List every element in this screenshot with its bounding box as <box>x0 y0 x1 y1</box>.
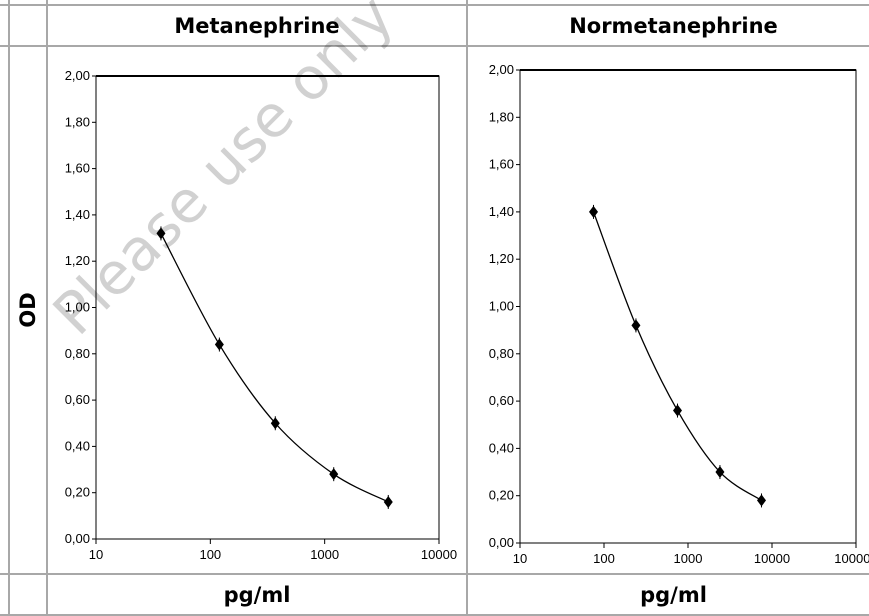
header-margin <box>0 6 8 45</box>
calibration-curve <box>160 233 389 503</box>
calibration-curve <box>592 211 762 501</box>
header-corner <box>10 6 46 45</box>
header-normetanephrine: Normetanephrine <box>468 6 869 45</box>
y-tick-label: 1,80 <box>65 114 90 129</box>
x-tick-label: 10 <box>513 551 527 566</box>
plot-area <box>95 75 440 540</box>
y-tick-label: 1,60 <box>65 161 90 176</box>
footer-margin <box>0 575 8 614</box>
data-point <box>715 466 725 479</box>
y-tick-label: 0,60 <box>489 393 514 408</box>
data-point <box>156 227 166 240</box>
y-tick-label: 0,20 <box>65 485 90 500</box>
y-axis-label-cell: OD <box>10 47 46 573</box>
top-strip-c <box>48 0 466 4</box>
y-tick-label: 0,80 <box>489 346 514 361</box>
x-tick-label: 1000 <box>310 547 339 562</box>
chart-metanephrine: 0,00 0,20 0,40 0,60 0,80 1,00 1,20 1,40 1,60 1,80… <box>65 68 457 562</box>
data-point <box>214 338 224 351</box>
y-tick-label: 1,00 <box>65 300 90 315</box>
y-tick-label: 1,20 <box>489 251 514 266</box>
top-strip-a <box>0 0 8 4</box>
x-axis-label-normetanephrine: pg/ml <box>468 575 869 614</box>
y-tick-label: 0,00 <box>65 531 90 546</box>
x-tick-label: 10000 <box>754 551 790 566</box>
footer-corner <box>10 575 46 614</box>
data-point <box>757 494 767 507</box>
x-tick-label: 10 <box>89 547 103 562</box>
y-tick-label: 0,20 <box>489 488 514 503</box>
y-tick-label: 1,40 <box>65 207 90 222</box>
data-point <box>270 417 280 430</box>
y-tick-label: 0,00 <box>489 535 514 550</box>
y-tick-label: 1,60 <box>489 157 514 172</box>
chart-normetanephrine: 0,00 0,20 0,40 0,60 0,80 1,00 1,20 1,40 1,60 1,80… <box>489 62 869 566</box>
data-point <box>589 205 599 218</box>
y-tick-label: 0,40 <box>65 438 90 453</box>
y-tick-label: 0,40 <box>489 440 514 455</box>
data-point <box>673 404 683 417</box>
y-tick-label: 1,00 <box>489 299 514 314</box>
plot-area <box>519 69 857 544</box>
top-strip-d <box>468 0 869 4</box>
y-tick-label: 1,20 <box>65 253 90 268</box>
x-tick-label: 1000 <box>674 551 703 566</box>
chart-metanephrine-cell: 0,00 0,20 0,40 0,60 0,80 1,00 1,20 1,40 1,60 1,80… <box>48 47 466 573</box>
x-tick-label: 100 <box>593 551 615 566</box>
y-tick-label: 0,60 <box>65 392 90 407</box>
chart-normetanephrine-cell: 0,00 0,20 0,40 0,60 0,80 1,00 1,20 1,40 1,60 1,80… <box>468 47 869 573</box>
top-strip-b <box>10 0 46 4</box>
y-tick-label: 1,40 <box>489 204 514 219</box>
y-axis-label: OD <box>16 292 40 328</box>
data-point <box>329 468 339 481</box>
x-tick-label: 10000 <box>421 547 457 562</box>
y-tick-label: 2,00 <box>489 62 514 77</box>
x-tick-label: 100 <box>199 547 221 562</box>
data-point <box>383 495 393 508</box>
header-metanephrine: Metanephrine <box>48 6 466 45</box>
chart-margin <box>0 47 8 573</box>
y-tick-label: 0,80 <box>65 346 90 361</box>
data-point <box>631 319 641 332</box>
y-tick-label: 2,00 <box>65 68 90 83</box>
y-tick-label: 1,80 <box>489 109 514 124</box>
x-axis-label-metanephrine: pg/ml <box>48 575 466 614</box>
